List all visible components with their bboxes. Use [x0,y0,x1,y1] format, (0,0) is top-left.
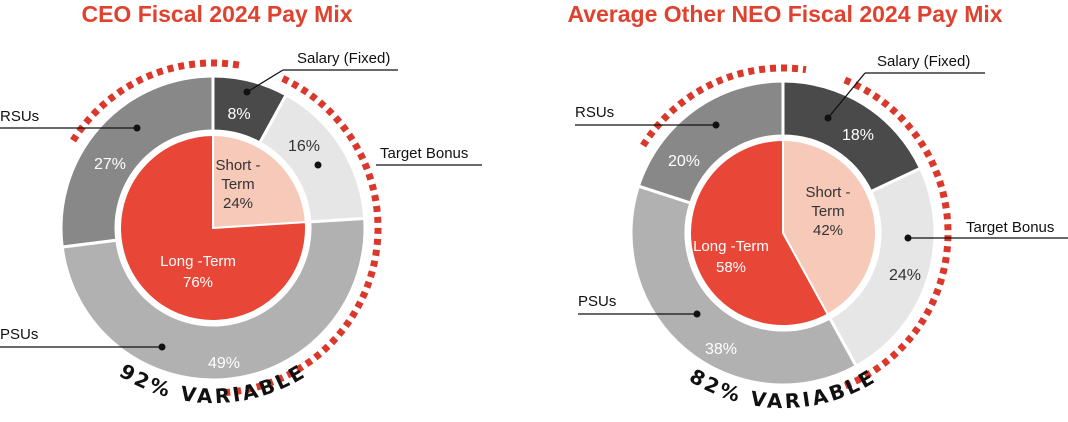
inner-pie-slice [782,138,877,316]
inner-slice-value: 24% [223,195,253,212]
leader-dot [712,121,720,129]
category-label: RSUs [575,104,614,121]
leader-dot [158,343,166,351]
category-label: PSUs [0,326,38,343]
leader-dot [904,234,912,242]
inner-pie-slice [212,133,307,230]
inner-slice-label: Term [811,203,844,220]
inner-slice-label: Term [221,176,254,193]
slice-value-label: 20% [668,153,700,170]
leader-dot [243,88,251,96]
slice-value-label: 16% [288,138,320,155]
slice-value-label: 8% [227,106,250,123]
leader-line [246,69,284,93]
donut-chart-1: CEO Fiscal 2024 Pay Mix 8% 16% 49% 27% Short … [0,1,482,408]
variable-dashed-arc [70,59,243,143]
inner-slice-value: 42% [813,222,843,239]
chart-title: CEO Fiscal 2024 Pay Mix [81,1,352,27]
category-label: Salary (Fixed) [297,50,390,67]
outer-ring-slice [636,79,785,205]
category-label: PSUs [578,293,616,310]
outer-ring-slice [629,184,859,387]
inner-slice-label: Short - [215,157,260,174]
inner-slice-value: 58% [716,259,746,276]
inner-pie-slice [119,133,307,322]
leader-line [827,72,866,119]
outer-ring-slice [827,166,937,369]
inner-slice-value: 76% [183,274,213,291]
slice-value-label: 49% [208,355,240,372]
leader-dot [314,161,322,169]
outer-ring-slice [60,216,367,382]
leader-dot [693,310,701,318]
leader-dot [133,124,141,132]
inner-slice-label: Short - [805,184,850,201]
category-label: Salary (Fixed) [877,53,970,70]
leader-dot [824,114,832,122]
slice-value-label: 27% [94,156,126,173]
category-label: RSUs [0,108,39,125]
chart-title: Average Other NEO Fiscal 2024 Pay Mix [567,1,1002,27]
donut-chart-2: Average Other NEO Fiscal 2024 Pay Mix 18%… [567,1,1068,413]
slice-value-label: 18% [842,127,874,144]
variable-dashed-arc [640,64,807,148]
slice-value-label: 24% [889,267,921,284]
inner-pie-slice [689,138,830,327]
inner-slice-label: Long -Term [693,238,769,255]
outer-ring-slice [59,74,215,249]
variable-dashed-arc [843,76,952,390]
slice-value-label: 38% [705,341,737,358]
category-label: Target Bonus [380,145,468,162]
inner-slice-label: Long -Term [160,253,236,270]
category-label: Target Bonus [966,219,1054,236]
